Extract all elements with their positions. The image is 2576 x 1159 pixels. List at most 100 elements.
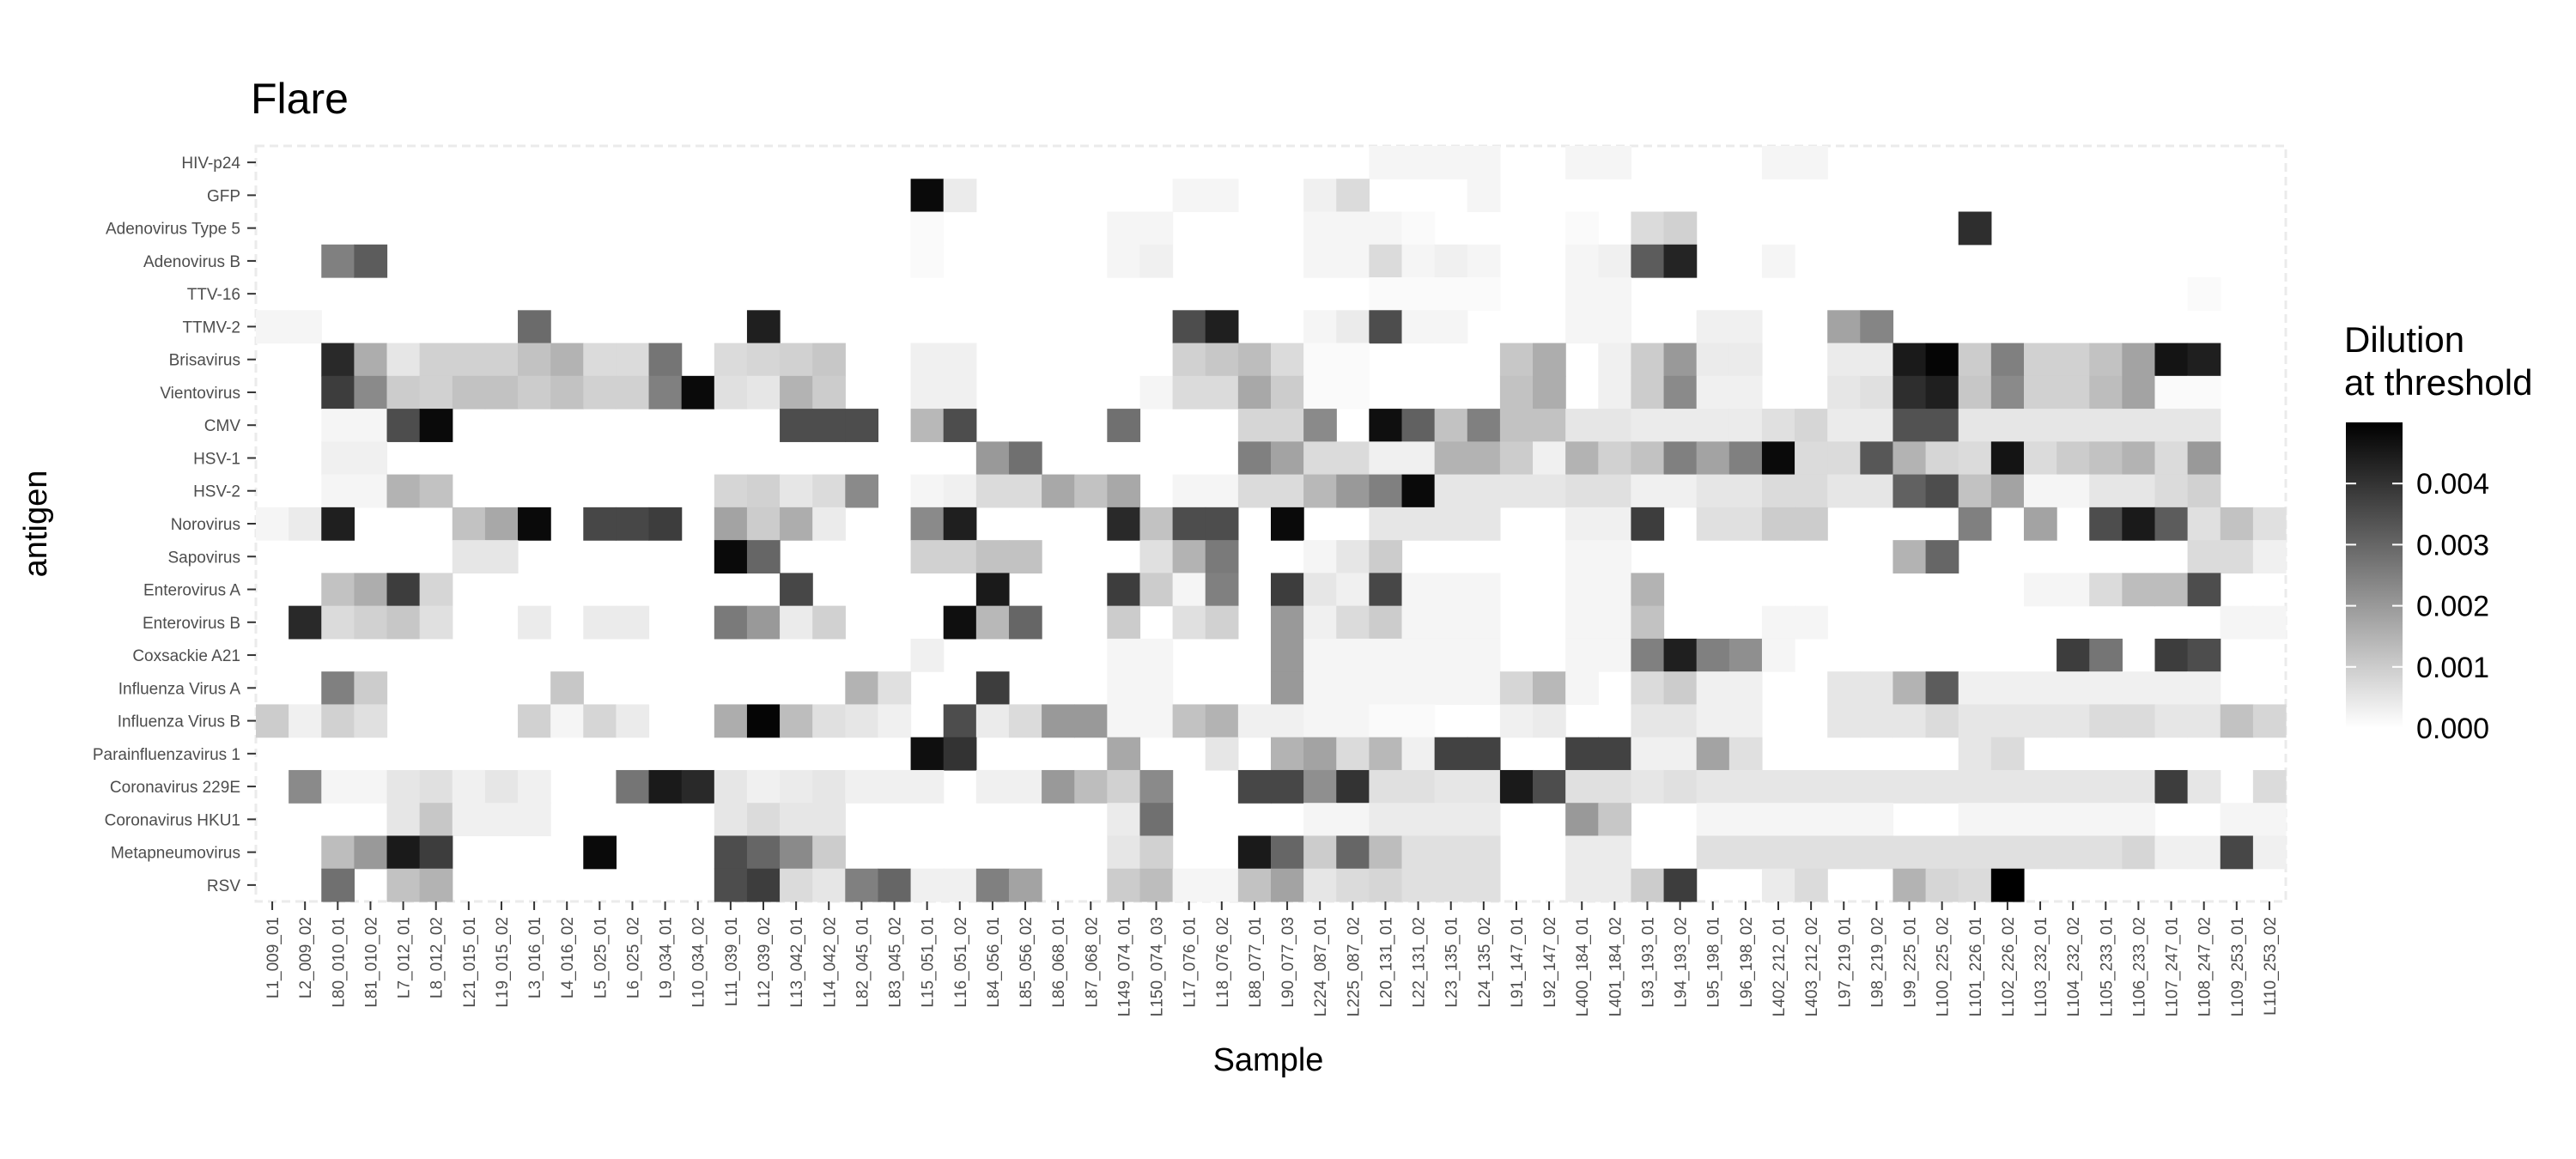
x-tick-label: L6_025_02 xyxy=(624,917,642,998)
heatmap-cell xyxy=(1008,704,1042,738)
heatmap-cell xyxy=(2023,507,2057,541)
heatmap-cell xyxy=(910,244,945,278)
heatmap-cell xyxy=(2187,671,2221,706)
x-tick-label: L400_184_01 xyxy=(1574,917,1592,1016)
heatmap-cell xyxy=(1303,441,1337,476)
y-tick-label: Norovirus xyxy=(171,516,240,534)
heatmap-cell xyxy=(1795,835,1828,870)
heatmap-cell xyxy=(1336,375,1370,410)
heatmap-cell xyxy=(2089,441,2123,476)
heatmap-cell xyxy=(1696,671,1730,706)
x-tick-label: L225_087_02 xyxy=(1345,917,1363,1016)
heatmap-cell xyxy=(1205,375,1239,410)
heatmap-cell xyxy=(1827,803,1861,837)
heatmap-cell xyxy=(354,769,388,804)
heatmap-cell xyxy=(354,704,388,738)
heatmap-cell xyxy=(2089,507,2123,541)
heatmap-cell xyxy=(1499,375,1534,410)
heatmap-cell xyxy=(2252,769,2287,804)
heatmap-cell xyxy=(1696,737,1730,771)
heatmap-cell xyxy=(845,769,879,804)
heatmap-cell xyxy=(1925,704,1959,738)
heatmap-cell xyxy=(1893,540,1927,573)
heatmap-cell xyxy=(419,835,453,870)
heatmap-cell xyxy=(2023,375,2057,410)
heatmap-cell xyxy=(1761,146,1795,179)
heatmap-cell xyxy=(2220,835,2254,870)
heatmap-cell xyxy=(1107,769,1141,804)
heatmap-cell xyxy=(1925,343,1959,377)
heatmap-cell xyxy=(386,803,421,837)
heatmap-cell xyxy=(1205,573,1239,607)
heatmap-cell xyxy=(1271,704,1304,738)
heatmap-cell xyxy=(1860,835,1894,870)
heatmap-cell xyxy=(1631,409,1665,442)
heatmap-cell xyxy=(2089,835,2123,870)
heatmap-cell xyxy=(1958,803,1992,837)
legend-title-line-2: at threshold xyxy=(2344,362,2532,403)
heatmap-cell xyxy=(1827,409,1861,442)
heatmap-cell xyxy=(1336,737,1370,771)
heatmap-cell xyxy=(780,704,813,738)
heatmap-cell xyxy=(2089,573,2123,607)
heatmap-cell xyxy=(1631,244,1665,278)
heatmap-cell xyxy=(975,704,1010,738)
heatmap-cell xyxy=(2057,704,2090,738)
heatmap-cell xyxy=(1958,375,1992,410)
heatmap-cell xyxy=(616,343,650,377)
heatmap-cell xyxy=(1533,704,1566,738)
heatmap-cell xyxy=(1107,868,1141,902)
heatmap-cell xyxy=(1271,573,1304,607)
x-tick-label: L86_068_01 xyxy=(1050,917,1068,1008)
heatmap-cell xyxy=(1533,441,1566,476)
heatmap-cell xyxy=(1893,704,1927,738)
heatmap-cell xyxy=(746,868,781,902)
heatmap-cell xyxy=(2252,803,2287,837)
x-tick-label: L18_076_02 xyxy=(1214,917,1232,1008)
heatmap-cell xyxy=(518,803,551,837)
heatmap-cell xyxy=(1467,835,1501,870)
heatmap-cell xyxy=(780,803,813,837)
heatmap-cell xyxy=(1925,474,1959,508)
heatmap-cell xyxy=(746,540,781,573)
heatmap-cell xyxy=(354,244,388,278)
heatmap-cell xyxy=(1565,146,1599,179)
heatmap-cell xyxy=(648,343,683,377)
heatmap-cell xyxy=(812,605,846,640)
heatmap-cell xyxy=(321,507,355,541)
heatmap-cell xyxy=(746,375,781,410)
heatmap-cell xyxy=(1336,244,1370,278)
heatmap-cell xyxy=(484,507,519,541)
heatmap-cell xyxy=(2023,441,2057,476)
heatmap-cell xyxy=(321,573,355,607)
heatmap-cell xyxy=(975,540,1010,573)
heatmap-cell xyxy=(943,868,977,902)
heatmap-cell xyxy=(910,540,945,573)
heatmap-cell xyxy=(1205,737,1239,771)
heatmap-cell xyxy=(2252,507,2287,541)
heatmap-cell xyxy=(780,409,813,442)
heatmap-cell xyxy=(746,769,781,804)
heatmap-cell xyxy=(321,375,355,410)
heatmap-cell xyxy=(1925,769,1959,804)
heatmap-cell xyxy=(1565,638,1599,672)
legend-tick-label: 0.002 xyxy=(2416,591,2489,623)
heatmap-cell xyxy=(386,343,421,377)
x-tick-label: L105_233_01 xyxy=(2098,917,2116,1016)
heatmap-cell xyxy=(1958,737,1992,771)
heatmap-cell xyxy=(1205,868,1239,902)
heatmap-cell xyxy=(1434,277,1468,311)
heatmap-cell xyxy=(1467,605,1501,640)
heatmap-cell xyxy=(289,605,322,640)
heatmap-cell xyxy=(746,343,781,377)
heatmap-cell xyxy=(2187,835,2221,870)
y-tick-label: GFP xyxy=(207,187,240,205)
heatmap-cell xyxy=(1565,211,1599,246)
heatmap-cell xyxy=(1303,211,1337,246)
heatmap-cell xyxy=(419,375,453,410)
heatmap-cell xyxy=(2089,803,2123,837)
heatmap-cell xyxy=(1205,474,1239,508)
y-axis-label: antigen xyxy=(18,470,54,578)
x-tick-label: L90_077_03 xyxy=(1279,917,1297,1008)
heatmap-cell xyxy=(1303,375,1337,410)
